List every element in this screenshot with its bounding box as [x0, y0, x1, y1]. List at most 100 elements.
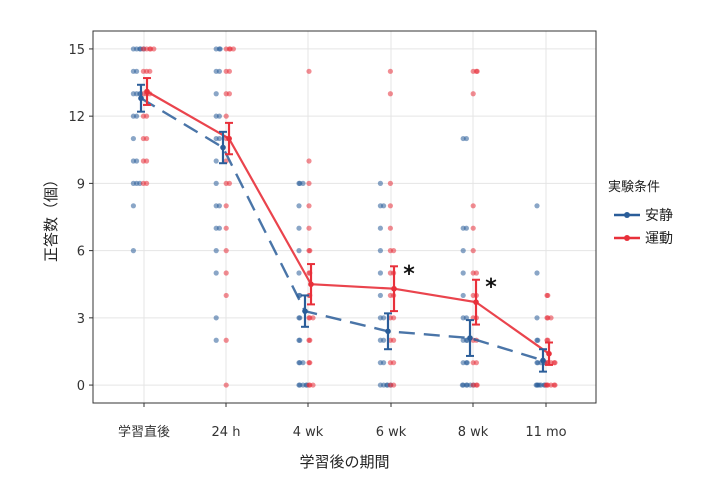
data-point: [306, 225, 312, 231]
data-point: [463, 135, 469, 142]
data-point: [297, 315, 303, 321]
data-point: [130, 135, 136, 142]
y-tick-label: 6: [77, 245, 85, 260]
y-tick-label: 12: [68, 110, 85, 125]
data-point: [391, 337, 397, 343]
data-point: [223, 382, 229, 388]
data-point: [226, 91, 232, 97]
data-point: [223, 270, 229, 276]
data-point: [474, 382, 480, 388]
significance-marker: *: [485, 275, 497, 300]
data-point: [310, 382, 316, 388]
data-point: [391, 382, 397, 388]
data-point: [459, 382, 465, 388]
data-point: [297, 337, 303, 343]
data-points: [130, 46, 558, 388]
data-point: [151, 46, 157, 52]
data-point: [217, 46, 223, 52]
data-point: [306, 180, 312, 186]
data-point: [377, 248, 383, 254]
data-point: [296, 225, 302, 231]
legend-swatch-point: [624, 235, 630, 241]
data-point: [230, 46, 236, 52]
data-point: [470, 248, 476, 254]
data-point: [534, 270, 540, 276]
data-point: [223, 248, 229, 254]
mean-marker: [308, 281, 314, 288]
data-point: [387, 203, 393, 209]
series-lines: [140, 90, 550, 362]
significance-marker: *: [403, 262, 415, 287]
data-point: [306, 68, 312, 74]
data-point: [144, 113, 150, 119]
data-point: [213, 180, 219, 186]
data-point: [391, 360, 397, 366]
data-point: [391, 248, 397, 254]
data-point: [548, 315, 554, 321]
data-point: [377, 292, 383, 299]
data-point: [216, 68, 222, 74]
data-point: [213, 158, 219, 164]
mean-marker: [391, 285, 397, 292]
data-point: [147, 68, 153, 74]
data-point: [387, 180, 393, 186]
x-tick-label: 6 wk: [376, 425, 407, 440]
data-point: [306, 158, 312, 164]
legend-label: 安静: [645, 208, 673, 224]
data-point: [381, 203, 387, 209]
data-point: [381, 315, 387, 321]
data-point: [223, 337, 229, 343]
data-point: [134, 68, 140, 74]
data-point: [387, 91, 393, 97]
data-point: [310, 315, 316, 321]
mean-marker: [144, 88, 150, 95]
plot-border: [92, 30, 597, 404]
data-point: [381, 360, 387, 366]
mean-marker: [473, 299, 479, 305]
data-point: [296, 203, 302, 209]
data-point: [213, 337, 219, 343]
error-bars: [137, 77, 553, 373]
y-tick-label: 0: [77, 379, 85, 394]
data-point: [473, 360, 479, 366]
data-point: [387, 225, 393, 231]
data-point: [223, 113, 229, 119]
data-point: [223, 225, 229, 231]
legend-swatch-point: [624, 212, 630, 218]
data-point: [534, 315, 540, 321]
x-axis-ticks: 学習直後 24 h 4 wk 6 wk 8 wk 11 mo: [118, 403, 567, 440]
data-point: [307, 337, 313, 343]
data-point: [213, 270, 219, 276]
data-point: [473, 270, 479, 276]
x-tick-label: 学習直後: [118, 424, 170, 440]
data-point: [226, 68, 232, 74]
data-point: [216, 203, 222, 209]
annotations: **: [403, 262, 497, 300]
data-point: [543, 382, 549, 388]
data-point: [460, 248, 466, 254]
data-point: [470, 225, 476, 231]
data-point: [545, 292, 551, 299]
data-point: [377, 180, 383, 186]
mean-marker: [546, 350, 552, 357]
data-point: [137, 180, 143, 186]
legend-title: 実験条件: [608, 179, 660, 195]
y-tick-label: 3: [77, 312, 85, 327]
data-point: [381, 337, 387, 343]
mean-marker: [540, 357, 546, 364]
data-point: [534, 203, 540, 209]
x-tick-label: 4 wk: [293, 425, 324, 440]
data-point: [464, 360, 470, 366]
data-point: [536, 382, 543, 388]
data-point: [377, 225, 383, 231]
x-tick-label: 8 wk: [458, 425, 489, 440]
plot-background: [93, 31, 596, 403]
mean-marker: [220, 144, 226, 151]
data-point: [474, 68, 480, 74]
data-point: [552, 382, 558, 388]
data-point: [216, 225, 222, 231]
data-point: [307, 360, 313, 366]
